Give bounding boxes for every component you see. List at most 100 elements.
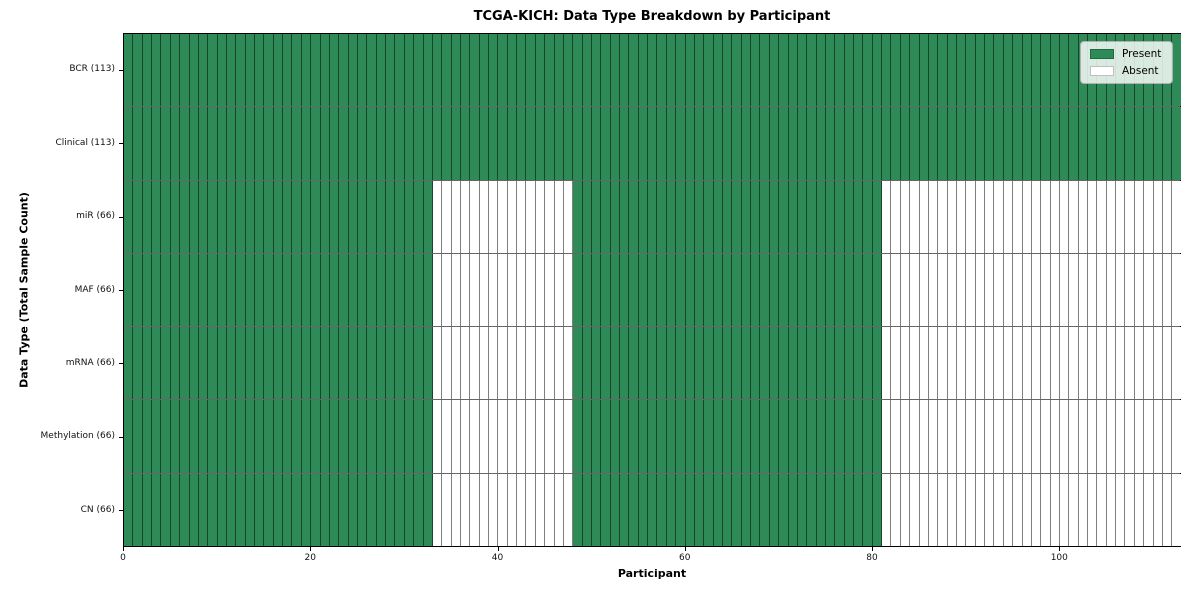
present-cell (694, 107, 705, 180)
present-cell (591, 253, 602, 327)
absent-cell (994, 400, 1004, 473)
absent-cell (479, 180, 490, 253)
present-cell (507, 107, 518, 180)
absent-cell (442, 400, 452, 473)
present-cell (882, 107, 892, 180)
present-cell (563, 34, 574, 107)
y-tick-label: Methylation (66) (40, 431, 115, 442)
y-tick-label: mRNA (66) (65, 357, 115, 368)
present-cell (928, 34, 939, 107)
y-tick-mark (119, 436, 123, 438)
present-cell (854, 327, 864, 400)
present-cell (339, 253, 349, 327)
present-cell (751, 327, 761, 400)
present-cell (339, 400, 349, 473)
y-tick-mark (119, 290, 123, 291)
absent-cell (975, 253, 986, 327)
absent-cell (1022, 180, 1032, 253)
present-cell (1022, 34, 1032, 107)
legend-label: Absent (1122, 65, 1159, 77)
present-cell (797, 327, 808, 400)
absent-cell (910, 180, 920, 253)
present-cell (741, 180, 752, 253)
present-cell (1116, 107, 1126, 180)
present-cell (470, 107, 480, 180)
present-cell (245, 473, 256, 546)
present-cell (152, 327, 162, 400)
present-cell (666, 107, 677, 180)
absent-cell (1153, 473, 1163, 546)
present-cell (769, 34, 780, 107)
present-cell (713, 107, 723, 180)
present-cell (283, 473, 293, 546)
present-cell (573, 400, 583, 473)
present-cell (170, 180, 181, 253)
absent-cell (1069, 327, 1079, 400)
present-cell (367, 400, 377, 473)
present-cell (648, 107, 658, 180)
present-cell (208, 180, 218, 253)
absent-cell (1097, 473, 1107, 546)
absent-cell (956, 400, 967, 473)
present-cell (124, 180, 134, 253)
absent-cell (1172, 180, 1181, 253)
present-cell (1144, 107, 1154, 180)
present-cell (255, 34, 265, 107)
absent-cell (891, 327, 901, 400)
absent-cell (994, 327, 1004, 400)
present-cell (573, 327, 583, 400)
present-cell (760, 180, 770, 253)
absent-cell (1003, 180, 1014, 253)
present-cell (601, 180, 611, 253)
present-cell (301, 400, 312, 473)
present-cell (152, 253, 162, 327)
x-tick-mark (1059, 547, 1061, 551)
present-cell (133, 180, 143, 253)
present-cell (704, 253, 714, 327)
present-cell (863, 34, 873, 107)
absent-cell (1144, 400, 1154, 473)
present-cell (620, 473, 630, 546)
absent-cell (1022, 400, 1032, 473)
present-cell (891, 107, 901, 180)
y-tick-mark (119, 69, 123, 71)
present-cell (404, 34, 415, 107)
present-cell (966, 34, 976, 107)
present-cell (357, 473, 368, 546)
present-cell (732, 473, 742, 546)
absent-cell (498, 253, 508, 327)
present-cell (339, 34, 349, 107)
present-cell (985, 34, 995, 107)
present-cell (292, 107, 302, 180)
present-cell (844, 400, 855, 473)
present-cell (348, 253, 358, 327)
present-cell (1069, 107, 1079, 180)
present-cell (872, 253, 883, 327)
legend-swatch (1090, 66, 1114, 76)
present-cell (301, 327, 312, 400)
absent-cell (910, 400, 920, 473)
absent-cell (966, 253, 976, 327)
absent-cell (966, 327, 976, 400)
absent-cell (526, 327, 536, 400)
absent-cell (1059, 180, 1070, 253)
present-cell (872, 34, 883, 107)
present-cell (751, 180, 761, 253)
present-cell (713, 327, 723, 400)
present-cell (844, 327, 855, 400)
present-cell (189, 473, 199, 546)
absent-cell (554, 180, 564, 253)
present-cell (816, 34, 826, 107)
absent-cell (1088, 253, 1098, 327)
absent-cell (1144, 473, 1154, 546)
present-cell (797, 473, 808, 546)
absent-cell (479, 253, 490, 327)
present-cell (329, 473, 340, 546)
present-cell (723, 253, 733, 327)
present-cell (386, 107, 396, 180)
present-cell (891, 34, 901, 107)
present-cell (395, 253, 405, 327)
present-cell (620, 253, 630, 327)
absent-cell (900, 327, 911, 400)
present-cell (348, 327, 358, 400)
